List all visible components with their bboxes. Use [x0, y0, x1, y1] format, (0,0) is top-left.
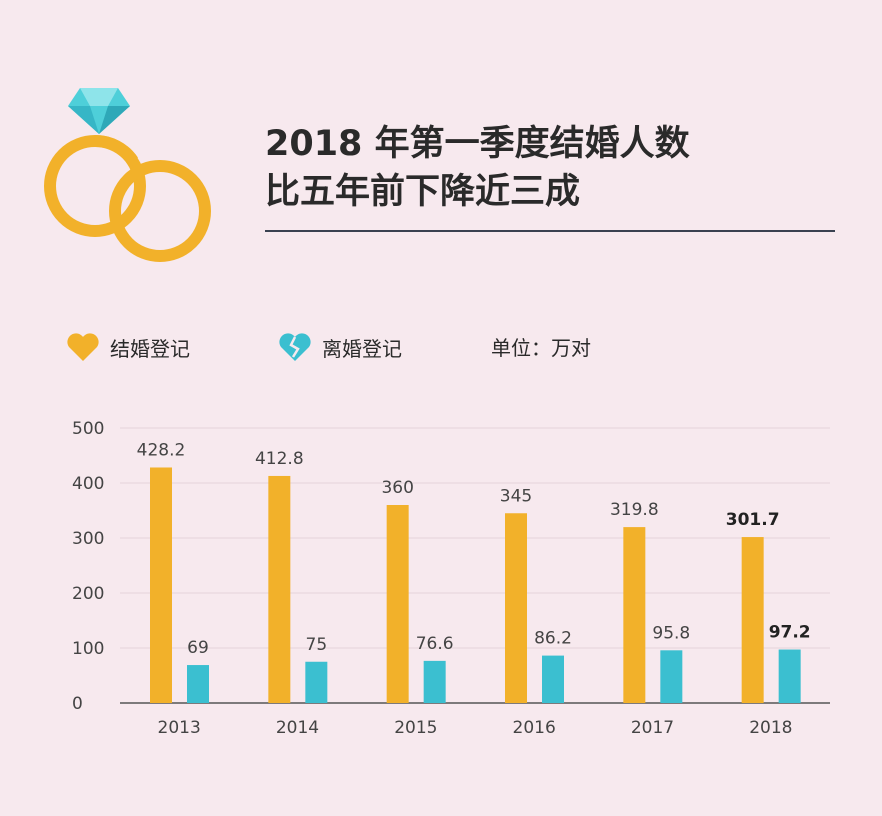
bar-chart: 0 100 200 300 400 500 2013 428.2 69 2014 412.8 75 20…	[72, 419, 830, 738]
title-line-2: 比五年前下降近三成	[265, 172, 581, 212]
y-tick-label: 200	[72, 584, 104, 604]
marriage-value-label: 360	[381, 478, 413, 498]
y-tick-label: 100	[72, 639, 104, 659]
title-line-1: 2018 年第一季度结婚人数	[265, 124, 690, 164]
broken-heart-icon	[279, 333, 311, 361]
unit-label: 单位：万对	[491, 336, 591, 360]
heart-icon	[67, 333, 99, 361]
marriage-bar	[741, 537, 764, 703]
x-tick-label: 2014	[276, 718, 319, 738]
marriage-bar	[623, 527, 646, 703]
y-tick-label: 500	[72, 419, 104, 439]
divorce-bar	[305, 661, 328, 703]
divorce-value-label: 75	[306, 635, 328, 655]
title-divider	[265, 230, 835, 232]
marriage-bar	[386, 505, 409, 703]
divorce-bar	[660, 650, 683, 703]
marriage-value-label: 428.2	[137, 440, 186, 460]
marriage-value-label: 319.8	[610, 500, 659, 520]
y-tick-label: 0	[72, 694, 83, 714]
legend-divorce: 离婚登记	[278, 332, 402, 362]
legend-unit: 单位：万对	[491, 332, 591, 361]
x-tick-label: 2017	[631, 718, 674, 738]
marriage-bar	[150, 467, 172, 703]
y-tick-label: 300	[72, 529, 104, 549]
divorce-value-label: 97.2	[769, 623, 811, 643]
legend-marriage: 结婚登记	[66, 332, 190, 362]
divorce-value-label: 69	[187, 638, 209, 658]
divorce-bar	[542, 655, 564, 703]
divorce-value-label: 95.8	[652, 623, 690, 643]
legend-marriage-label: 结婚登记	[110, 336, 190, 361]
marriage-value-label: 301.7	[726, 510, 780, 530]
divorce-bar	[778, 649, 801, 703]
x-tick-label: 2013	[158, 718, 201, 738]
y-tick-label: 400	[72, 474, 104, 494]
marriage-bar	[268, 475, 291, 703]
marriage-bar	[505, 513, 527, 703]
x-tick-label: 2015	[394, 718, 437, 738]
marriage-value-label: 412.8	[255, 449, 304, 469]
legend-divorce-label: 离婚登记	[322, 336, 402, 361]
x-tick-label: 2018	[749, 718, 792, 738]
divorce-value-label: 86.2	[534, 629, 572, 649]
x-tick-label: 2016	[513, 718, 556, 738]
page-title: 2018 年第一季度结婚人数 比五年前下降近三成	[265, 120, 690, 216]
marriage-value-label: 345	[500, 486, 532, 506]
divorce-bar	[423, 660, 446, 703]
divorce-value-label: 76.6	[416, 634, 454, 654]
divorce-bar	[187, 665, 209, 703]
wedding-rings-icon	[44, 88, 211, 262]
